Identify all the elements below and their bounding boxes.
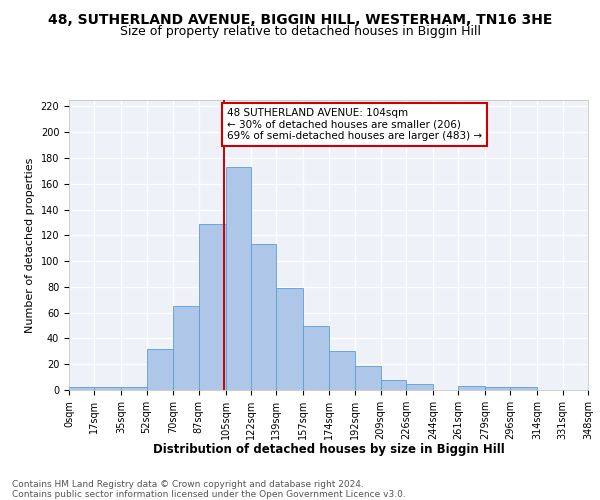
Text: Distribution of detached houses by size in Biggin Hill: Distribution of detached houses by size … [153, 442, 505, 456]
Bar [121, 388, 146, 390]
Bar [69, 388, 94, 390]
Bar [303, 326, 329, 390]
Bar [458, 386, 485, 390]
Bar [355, 366, 380, 390]
Bar [380, 380, 406, 390]
Bar [277, 288, 303, 390]
Bar [226, 167, 251, 390]
Bar [199, 224, 226, 390]
Text: Contains HM Land Registry data © Crown copyright and database right 2024.
Contai: Contains HM Land Registry data © Crown c… [12, 480, 406, 499]
Bar [511, 388, 537, 390]
Bar [146, 349, 173, 390]
Bar [329, 352, 355, 390]
Text: Size of property relative to detached houses in Biggin Hill: Size of property relative to detached ho… [119, 25, 481, 38]
Bar [406, 384, 433, 390]
Bar [173, 306, 199, 390]
Bar [485, 388, 511, 390]
Text: 48, SUTHERLAND AVENUE, BIGGIN HILL, WESTERHAM, TN16 3HE: 48, SUTHERLAND AVENUE, BIGGIN HILL, WEST… [48, 12, 552, 26]
Text: 48 SUTHERLAND AVENUE: 104sqm
← 30% of detached houses are smaller (206)
69% of s: 48 SUTHERLAND AVENUE: 104sqm ← 30% of de… [227, 108, 482, 141]
Bar [251, 244, 277, 390]
Bar [94, 388, 121, 390]
Y-axis label: Number of detached properties: Number of detached properties [25, 158, 35, 332]
